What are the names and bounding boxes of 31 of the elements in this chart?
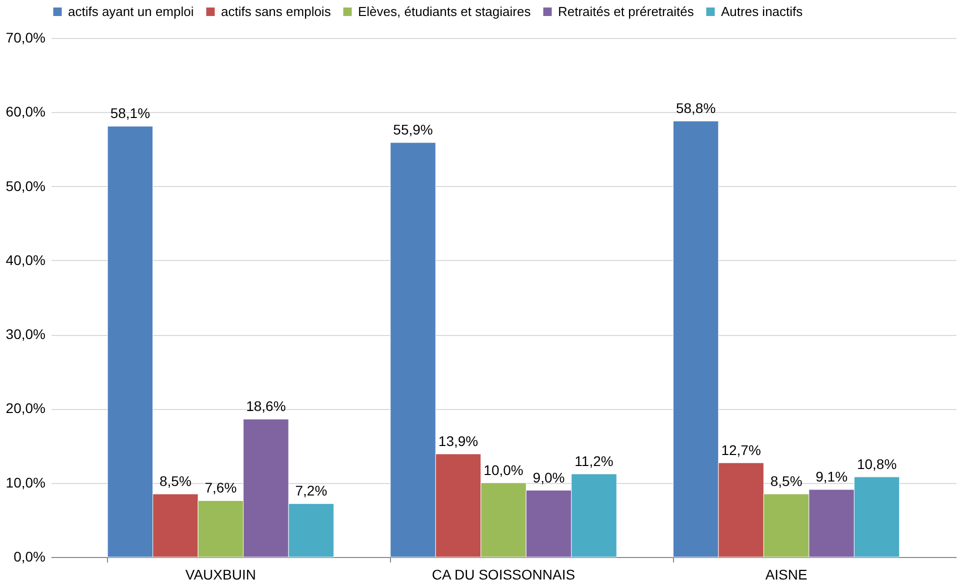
y-tick-label: 40,0% [6, 252, 46, 268]
data-label: 13,9% [438, 432, 478, 449]
data-label: 7,6% [204, 480, 237, 496]
legend-label: Elèves, étudiants et stagiaires [358, 4, 532, 19]
legend-label: actifs sans emplois [221, 4, 332, 19]
data-label: 8,5% [770, 472, 802, 489]
y-tick-label: 70,0% [6, 30, 46, 46]
y-tick-label: 20,0% [6, 400, 46, 416]
x-tick-label: CA DU SOISSONNAIS [432, 566, 576, 582]
legend-label: Retraités et préretraités [558, 4, 694, 19]
data-label: 18,6% [246, 398, 286, 414]
y-tick-label: 50,0% [6, 178, 46, 194]
data-label: 9,1% [816, 468, 848, 485]
data-label: 55,9% [393, 122, 433, 138]
data-label: 7,2% [295, 482, 328, 499]
legend-label: Autres inactifs [721, 4, 804, 19]
y-tick-label: 10,0% [6, 474, 46, 490]
legend-label: actifs ayant un emploi [68, 4, 194, 19]
data-label: 10,8% [856, 456, 897, 472]
data-label: 58,8% [676, 100, 716, 116]
data-label: 8,5% [159, 472, 192, 489]
y-tick-label: 60,0% [6, 104, 46, 120]
data-label: 12,7% [721, 442, 761, 458]
data-label: 58,1% [110, 105, 150, 122]
y-tick-label: 0,0% [14, 548, 46, 564]
y-tick-label: 30,0% [6, 326, 46, 342]
data-label: 11,2% [574, 452, 614, 469]
data-label: 9,0% [532, 469, 565, 486]
x-tick-label: AISNE [765, 566, 808, 582]
data-label: 10,0% [484, 462, 524, 478]
x-tick-label: VAUXBUIN [185, 566, 256, 582]
